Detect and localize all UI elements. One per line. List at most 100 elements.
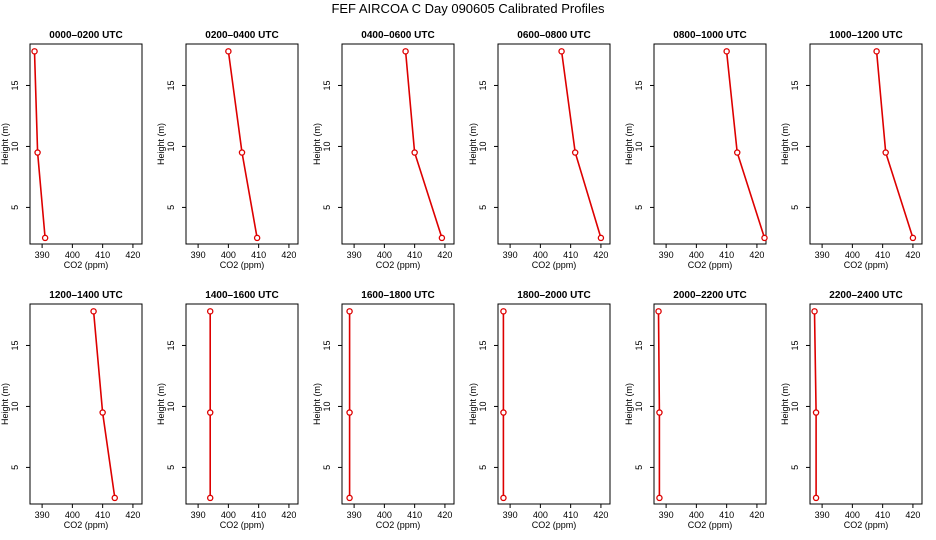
panel-1-y-axis-label: Height (m) bbox=[0, 123, 10, 165]
panel-1-data-point bbox=[31, 48, 38, 55]
panel-4-profile-line bbox=[560, 51, 602, 239]
panel-2-data-point bbox=[238, 149, 246, 156]
panel-5-x-tick-label: 410 bbox=[719, 250, 734, 260]
panel-9-x-tick-label: 410 bbox=[407, 510, 422, 520]
panel-2-y-tick-label: 15 bbox=[166, 80, 176, 90]
panel-7-x-tick-label: 410 bbox=[95, 510, 110, 520]
panel-4-y-tick-label: 10 bbox=[478, 141, 488, 151]
panel-7-profile-line bbox=[92, 311, 116, 499]
panel-10-data-point bbox=[500, 409, 507, 416]
panel-10-y-tick-label: 10 bbox=[478, 401, 488, 411]
panel-2-x-tick-label: 390 bbox=[191, 250, 206, 260]
panel-10-y-tick-label: 15 bbox=[478, 340, 488, 350]
panel-4-y-tick-label: 15 bbox=[478, 80, 488, 90]
panel-5-profile-line bbox=[725, 51, 766, 239]
panel-4-x-tick-label: 420 bbox=[593, 250, 608, 260]
panel-3-x-tick-label: 390 bbox=[347, 250, 362, 260]
panel-12-data-point bbox=[812, 494, 820, 502]
panel-11-y-tick-label: 10 bbox=[634, 401, 644, 411]
panel-3-x-tick-label: 410 bbox=[407, 250, 422, 260]
panel-12-title: 2200–2400 UTC bbox=[829, 290, 902, 301]
panel-4-x-tick-label: 390 bbox=[503, 250, 518, 260]
panel-7-data-point bbox=[90, 308, 97, 315]
panel-1-y-tick-label: 10 bbox=[10, 141, 20, 151]
panel-9-title: 1600–1800 UTC bbox=[361, 290, 434, 301]
panel-1-y-tick-label: 5 bbox=[10, 205, 20, 210]
panel-12-profile-line bbox=[813, 311, 817, 498]
panel-1-title: 0000–0200 UTC bbox=[49, 30, 122, 41]
panel-12-y-axis-label: Height (m) bbox=[780, 383, 790, 425]
panel-6-plot-frame bbox=[809, 43, 923, 245]
panel-7-data-point bbox=[99, 409, 106, 416]
panel-12-y-tick-label: 5 bbox=[790, 465, 800, 470]
panel-2-x-tick-label: 410 bbox=[251, 250, 266, 260]
panel-10-y-tick-label: 5 bbox=[478, 465, 488, 470]
panel-5-y-tick-label: 5 bbox=[634, 205, 644, 210]
panel-11-y-axis-label: Height (m) bbox=[624, 383, 634, 425]
panel-9-data-point bbox=[346, 494, 353, 502]
panel-7-x-tick-label: 420 bbox=[125, 510, 140, 520]
panel-12-y-tick-label: 10 bbox=[790, 401, 800, 411]
panel-1-y-tick-label: 15 bbox=[10, 80, 20, 90]
panel-11-data-point bbox=[656, 494, 663, 502]
panel-3-data-point bbox=[438, 234, 446, 242]
panel-9-y-axis-label: Height (m) bbox=[312, 383, 322, 425]
panel-10-x-axis-label: CO2 (ppm) bbox=[532, 520, 577, 530]
panel-3-plot-frame bbox=[341, 43, 455, 245]
panel-9-data-point bbox=[346, 308, 353, 315]
panel-9-y-tick-label: 5 bbox=[322, 465, 332, 470]
panel-12-data-point bbox=[811, 308, 818, 315]
panel-9-x-tick-label: 400 bbox=[377, 510, 392, 520]
panel-10-title: 1800–2000 UTC bbox=[517, 290, 590, 301]
panel-12-x-tick-label: 410 bbox=[875, 510, 890, 520]
panel-12-x-axis-label: CO2 (ppm) bbox=[844, 520, 889, 530]
panel-4-y-tick-label: 5 bbox=[478, 205, 488, 210]
panel-9-data-point bbox=[346, 409, 353, 416]
panel-4-x-axis-label: CO2 (ppm) bbox=[532, 260, 577, 270]
panel-1-x-tick-label: 410 bbox=[95, 250, 110, 260]
panel-8-x-axis-label: CO2 (ppm) bbox=[220, 520, 265, 530]
panel-2-x-axis-label: CO2 (ppm) bbox=[220, 260, 265, 270]
panel-6-x-tick-label: 410 bbox=[875, 250, 890, 260]
panel-8-y-tick-label: 5 bbox=[166, 465, 176, 470]
panel-2-x-tick-label: 400 bbox=[221, 250, 236, 260]
panel-10-data-point bbox=[500, 494, 507, 502]
panel-8-title: 1400–1600 UTC bbox=[205, 290, 278, 301]
panel-10-x-tick-label: 390 bbox=[503, 510, 518, 520]
panel-7-title: 1200–1400 UTC bbox=[49, 290, 122, 301]
panel-6-x-tick-label: 390 bbox=[815, 250, 830, 260]
panel-11-x-tick-label: 390 bbox=[659, 510, 674, 520]
panel-1-data-point bbox=[41, 234, 49, 242]
panel-5-y-tick-label: 15 bbox=[634, 80, 644, 90]
panel-9-x-tick-label: 420 bbox=[437, 510, 452, 520]
panel-1-profile-line bbox=[33, 51, 46, 238]
panel-10-x-tick-label: 410 bbox=[563, 510, 578, 520]
panel-5-data-point bbox=[723, 48, 730, 55]
panel-2-x-tick-label: 420 bbox=[281, 250, 296, 260]
panel-11-plot-frame bbox=[653, 303, 767, 505]
panel-11-data-point bbox=[656, 409, 663, 416]
panel-9-x-tick-label: 390 bbox=[347, 510, 362, 520]
panel-1-x-tick-label: 390 bbox=[35, 250, 50, 260]
panel-9-y-tick-label: 10 bbox=[322, 401, 332, 411]
panel-12-x-tick-label: 420 bbox=[905, 510, 920, 520]
panel-12-plot-frame bbox=[809, 303, 923, 505]
panel-6-data-point bbox=[882, 149, 889, 156]
panel-7-y-tick-label: 10 bbox=[10, 401, 20, 411]
figure-title: FEF AIRCOA C Day 090605 Calibrated Profi… bbox=[331, 1, 605, 16]
panel-5-y-axis-label: Height (m) bbox=[624, 123, 634, 165]
panel-6-x-tick-label: 420 bbox=[905, 250, 920, 260]
panel-6-y-tick-label: 15 bbox=[790, 80, 800, 90]
panel-7-y-tick-label: 15 bbox=[10, 340, 20, 350]
panel-11-x-tick-label: 400 bbox=[689, 510, 704, 520]
panel-8-data-point bbox=[206, 494, 214, 502]
panel-11-profile-line bbox=[657, 311, 661, 498]
panel-6-profile-line bbox=[875, 51, 914, 239]
panel-3-data-point bbox=[402, 48, 409, 55]
panel-9-x-axis-label: CO2 (ppm) bbox=[376, 520, 421, 530]
panel-6-data-point bbox=[873, 48, 880, 55]
panel-6-x-axis-label: CO2 (ppm) bbox=[844, 260, 889, 270]
panel-3-y-tick-label: 5 bbox=[322, 205, 332, 210]
panel-6-title: 1000–1200 UTC bbox=[829, 30, 902, 41]
panel-6-y-tick-label: 5 bbox=[790, 205, 800, 210]
